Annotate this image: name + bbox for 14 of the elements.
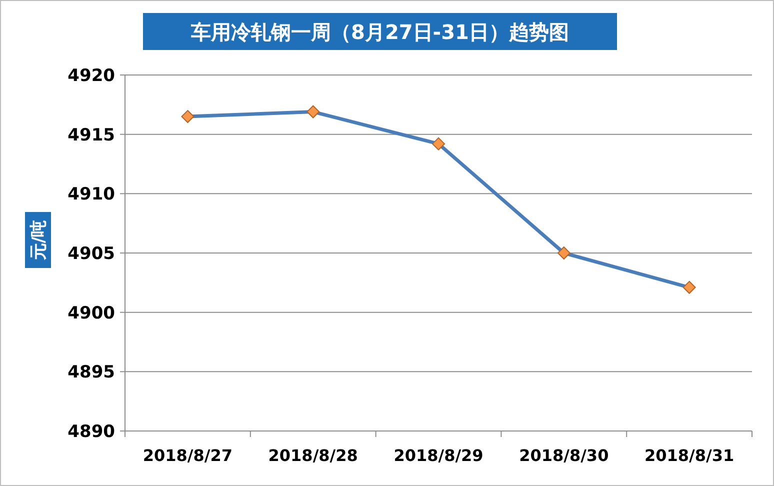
y-tick-label: 4920 xyxy=(68,66,116,86)
chart-title: 车用冷轧钢一周（8月27日-31日）趋势图 xyxy=(190,20,569,44)
x-tick-label: 2018/8/27 xyxy=(142,446,233,465)
x-tick-label: 2018/8/31 xyxy=(644,446,734,465)
y-tick-label: 4910 xyxy=(68,184,116,205)
y-tick-label: 4900 xyxy=(68,303,116,324)
y-tick-label: 4905 xyxy=(68,244,115,264)
x-tick-label: 2018/8/30 xyxy=(519,446,609,465)
x-tick-label: 2018/8/28 xyxy=(268,446,358,465)
x-tick-label: 2018/8/29 xyxy=(394,446,484,465)
y-tick-label: 4895 xyxy=(68,362,115,383)
y-axis-title: 元/吨 xyxy=(28,220,49,262)
y-tick-label: 4915 xyxy=(68,125,115,146)
y-tick-label: 4890 xyxy=(68,422,116,442)
